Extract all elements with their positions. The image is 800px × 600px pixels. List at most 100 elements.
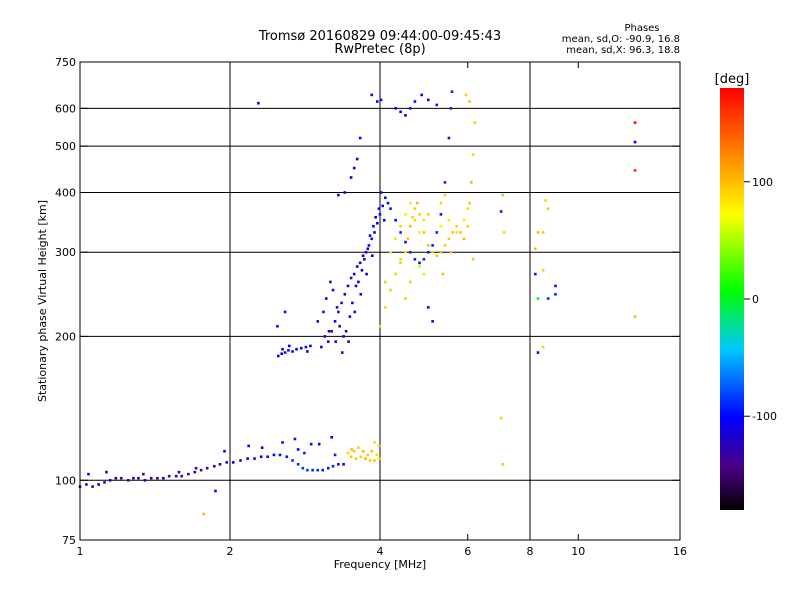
- data-point: [283, 310, 287, 314]
- data-point: [367, 244, 371, 247]
- data-point: [451, 231, 455, 234]
- data-point: [223, 449, 226, 453]
- data-point: [375, 100, 379, 103]
- data-point: [422, 257, 426, 261]
- data-point: [281, 347, 284, 351]
- data-point: [408, 280, 412, 284]
- data-point: [174, 474, 178, 478]
- data-point: [137, 476, 140, 480]
- data-point: [259, 455, 263, 459]
- data-point: [187, 472, 190, 476]
- data-point: [377, 457, 381, 460]
- data-point: [293, 437, 297, 441]
- y-tick-label: 300: [55, 246, 76, 259]
- data-point: [394, 237, 397, 241]
- data-point: [361, 254, 365, 258]
- colorbar-title: [deg]: [715, 72, 750, 87]
- data-point: [287, 349, 290, 352]
- data-point: [287, 344, 291, 348]
- data-point: [384, 280, 387, 284]
- data-point: [330, 436, 334, 439]
- data-point: [373, 231, 376, 234]
- data-point: [471, 153, 475, 156]
- data-point: [462, 218, 466, 222]
- grid-lines: [80, 62, 680, 540]
- data-point: [439, 250, 443, 254]
- data-point: [375, 453, 379, 457]
- data-point: [225, 461, 229, 464]
- chart-title: Tromsø 20160829 09:44:00-09:45:43: [258, 29, 501, 44]
- data-point: [462, 237, 466, 241]
- y-tick-label: 100: [55, 474, 76, 487]
- data-point: [167, 474, 171, 478]
- data-point: [502, 231, 506, 234]
- data-point: [343, 191, 347, 194]
- data-point: [406, 237, 410, 241]
- data-point: [408, 107, 412, 110]
- stats-header: Phases: [624, 23, 659, 34]
- data-point: [365, 272, 368, 276]
- data-point: [358, 136, 362, 140]
- data-point: [370, 449, 374, 453]
- data-point: [342, 463, 345, 466]
- data-point: [450, 90, 454, 94]
- data-point: [329, 280, 332, 284]
- data-point: [415, 201, 419, 205]
- data-point: [470, 181, 473, 184]
- data-point: [359, 292, 363, 296]
- data-point: [404, 213, 407, 216]
- data-point: [342, 335, 345, 338]
- data-point: [349, 176, 353, 179]
- data-point: [439, 201, 443, 205]
- data-point: [87, 472, 90, 476]
- data-point: [194, 466, 198, 470]
- data-point: [377, 207, 381, 210]
- data-point: [418, 265, 421, 268]
- data-point: [355, 157, 359, 161]
- data-point: [501, 193, 504, 197]
- data-point: [382, 218, 386, 222]
- data-point: [455, 231, 458, 234]
- data-point: [177, 470, 181, 474]
- data-point: [358, 261, 362, 265]
- data-point: [351, 301, 354, 305]
- data-point: [349, 276, 353, 280]
- data-point: [352, 449, 356, 453]
- y-tick-label: 75: [62, 534, 76, 547]
- scatter-points: [78, 90, 637, 516]
- data-point: [246, 457, 249, 460]
- data-point: [408, 250, 412, 254]
- data-point: [381, 204, 384, 208]
- data-point: [333, 453, 337, 457]
- stats-o-line: mean, sd,O: -90.9, 16.8: [562, 34, 680, 45]
- x-axis-ticks: 1 2 4 6 8 10 16: [77, 62, 687, 558]
- data-point: [413, 218, 417, 222]
- data-point: [291, 350, 294, 353]
- data-point: [372, 224, 375, 228]
- data-point: [408, 201, 412, 205]
- data-point: [296, 448, 300, 451]
- data-point: [346, 284, 350, 288]
- data-point: [418, 261, 421, 265]
- data-point: [272, 453, 276, 457]
- data-point: [418, 231, 421, 234]
- chart-subtitle: RwPretec (8p): [334, 42, 425, 57]
- data-point: [296, 463, 300, 466]
- data-point: [368, 459, 372, 462]
- y-axis-ticks: 75 100 200 300 400 500 600 750: [55, 56, 680, 547]
- data-point: [180, 474, 184, 478]
- data-point: [408, 224, 412, 228]
- data-point: [349, 455, 353, 459]
- data-point: [126, 478, 130, 482]
- y-tick-label: 600: [55, 102, 76, 115]
- data-point: [378, 213, 382, 216]
- y-tick-label: 750: [55, 56, 76, 69]
- data-point: [108, 478, 112, 482]
- data-point: [132, 476, 135, 480]
- data-point: [399, 224, 402, 228]
- data-point: [378, 324, 382, 328]
- data-point: [291, 459, 294, 462]
- data-point: [426, 306, 430, 309]
- x-tick-label: 10: [571, 545, 585, 558]
- data-point: [301, 466, 305, 470]
